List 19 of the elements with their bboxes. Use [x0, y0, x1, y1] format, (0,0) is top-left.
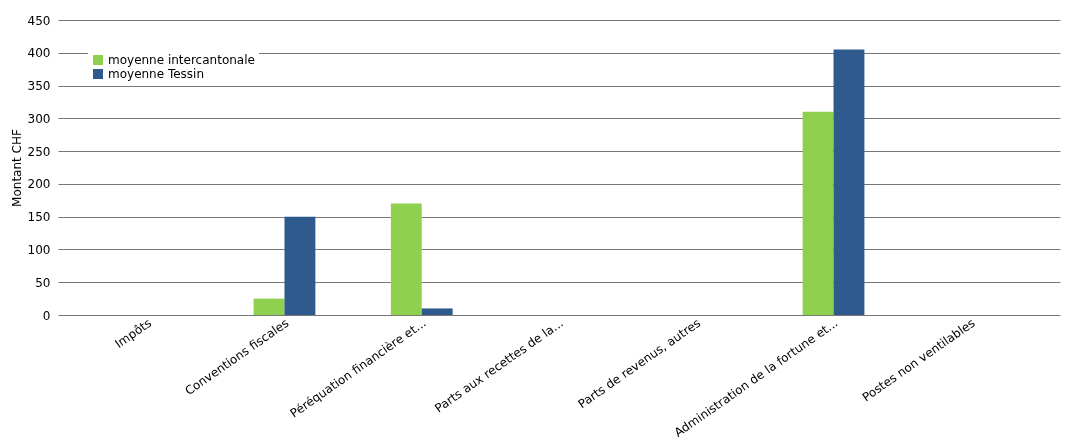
y-tick-label: 400	[27, 46, 51, 61]
legend-label: moyenne Tessin	[108, 67, 205, 81]
bar	[833, 49, 865, 315]
bar	[421, 308, 453, 315]
y-tick-label: 150	[27, 210, 51, 225]
y-tick-label: 450	[27, 13, 51, 28]
y-tick-label: 350	[27, 79, 51, 94]
y-tick-label: 50	[35, 275, 51, 290]
y-tick-label: 300	[27, 111, 51, 126]
y-axis-title: Montant CHF	[9, 129, 24, 207]
y-tick-label: 100	[27, 242, 51, 257]
y-tick-label: 250	[27, 144, 51, 159]
bar	[390, 203, 422, 315]
y-tick-label: 200	[27, 177, 51, 192]
bar	[802, 111, 834, 315]
legend-label: moyenne intercantonale	[108, 53, 255, 67]
y-tick-label: 0	[42, 308, 51, 323]
bar	[284, 216, 316, 315]
bar	[253, 298, 285, 315]
